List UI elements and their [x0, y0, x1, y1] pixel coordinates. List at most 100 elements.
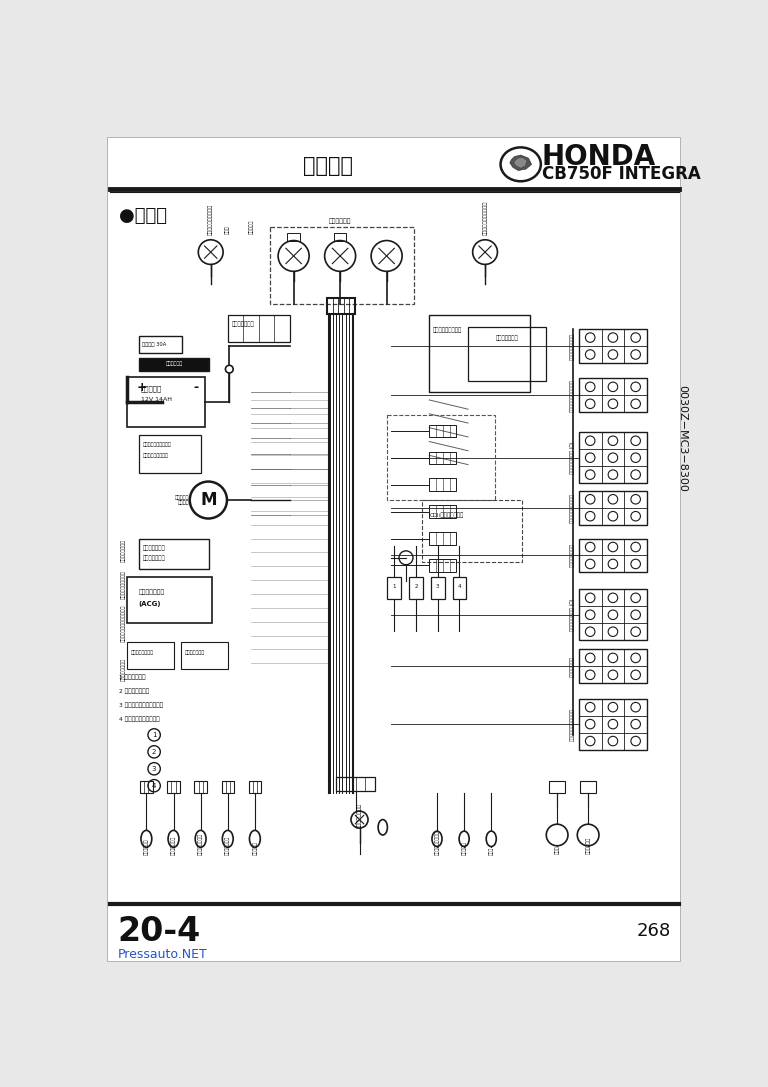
Text: 1: 1 — [152, 732, 157, 738]
Circle shape — [546, 824, 568, 846]
Text: 4: 4 — [458, 584, 462, 589]
Circle shape — [148, 779, 161, 791]
Text: +: + — [136, 380, 147, 393]
Text: ニュートラルスイッチ: ニュートラルスイッチ — [121, 571, 126, 599]
Text: ブレーキランプ: ブレーキランプ — [171, 836, 176, 855]
Circle shape — [148, 763, 161, 775]
Text: Pressauto.NET: Pressauto.NET — [118, 948, 207, 961]
Text: スターター
モーター: スターター モーター — [174, 495, 189, 505]
Bar — [422, 500, 522, 562]
Text: ヘッドライト: ヘッドライト — [329, 218, 352, 224]
Bar — [141, 782, 153, 794]
Bar — [429, 505, 456, 517]
Bar — [140, 538, 209, 570]
Circle shape — [578, 824, 599, 846]
Polygon shape — [510, 155, 531, 171]
Text: HONDA: HONDA — [541, 142, 656, 171]
Text: ヒューズ 30A: ヒューズ 30A — [143, 342, 167, 347]
Bar — [167, 782, 180, 794]
Circle shape — [226, 365, 233, 373]
Text: レギュレーター: レギュレーター — [143, 545, 165, 551]
Text: イグニッションスイッチ: イグニッションスイッチ — [570, 708, 575, 740]
Bar — [386, 415, 495, 500]
Text: フラッシャーリレー: フラッシャーリレー — [433, 328, 462, 334]
Bar — [429, 315, 530, 392]
Bar — [140, 435, 201, 473]
Text: ●配線図: ●配線図 — [119, 208, 167, 225]
Text: バッテリー: バッテリー — [141, 385, 162, 391]
Bar — [579, 538, 647, 573]
Bar — [429, 533, 456, 545]
Ellipse shape — [378, 820, 387, 835]
Text: 4 ミギウインカーランプ: 4 ミギウインカーランプ — [119, 716, 160, 722]
Bar — [270, 227, 414, 303]
Text: テールランプ: テールランプ — [144, 839, 149, 855]
Text: ヒダリウインカーランプ: ヒダリウインカーランプ — [482, 201, 488, 236]
Text: 2 ブレーキランプ: 2 ブレーキランプ — [119, 688, 149, 694]
Bar — [579, 649, 647, 684]
Ellipse shape — [486, 832, 496, 847]
Bar — [579, 699, 647, 750]
Text: オイルクーラー: オイルクーラー — [185, 650, 205, 655]
Bar — [431, 577, 445, 599]
Text: フロントウインカー: フロントウインカー — [435, 830, 439, 855]
Bar — [336, 777, 375, 791]
Bar — [579, 378, 647, 412]
Text: 3: 3 — [436, 584, 439, 589]
Text: 3 ヒダリウインカーランプ: 3 ヒダリウインカーランプ — [119, 702, 164, 708]
Text: タコメーター: タコメーター — [586, 837, 591, 853]
Text: ランプ: ランプ — [488, 847, 494, 855]
Text: 1 テールランプ: 1 テールランプ — [119, 674, 146, 680]
Ellipse shape — [195, 830, 206, 847]
Bar — [181, 642, 228, 670]
Bar — [334, 233, 346, 240]
Bar — [581, 782, 596, 794]
Bar — [429, 451, 456, 464]
Text: 2: 2 — [414, 584, 418, 589]
Ellipse shape — [168, 830, 179, 847]
Text: メインスイッチ: メインスイッチ — [570, 655, 575, 677]
Circle shape — [371, 240, 402, 272]
Circle shape — [472, 240, 498, 264]
Bar — [579, 433, 647, 483]
Bar — [579, 329, 647, 363]
Bar — [127, 642, 174, 670]
Text: M: M — [200, 491, 217, 509]
Text: 268: 268 — [637, 922, 671, 940]
Text: 12V 14AH: 12V 14AH — [141, 398, 172, 402]
Text: ポジション: ポジション — [249, 220, 253, 234]
Text: ミギウインカー: ミギウインカー — [225, 836, 230, 855]
Text: 0030Z−MC3−8300: 0030Z−MC3−8300 — [677, 385, 687, 492]
Bar — [221, 782, 234, 794]
Text: ピックアップコイル: ピックアップコイル — [143, 453, 168, 458]
Ellipse shape — [141, 830, 152, 847]
Bar — [140, 358, 209, 372]
Bar — [127, 577, 212, 623]
Bar — [287, 233, 300, 240]
Bar — [228, 315, 290, 342]
Text: パルスジェネレーター: パルスジェネレーター — [143, 442, 171, 447]
Text: オルタネーター: オルタネーター — [139, 589, 165, 596]
Ellipse shape — [459, 832, 469, 847]
Text: パッシングスイッチ: パッシングスイッチ — [570, 333, 575, 360]
Circle shape — [351, 811, 368, 828]
Bar — [387, 577, 402, 599]
Text: ハンドルスイッチ (左): ハンドルスイッチ (左) — [570, 599, 575, 630]
Text: 整備情報: 整備情報 — [303, 155, 353, 176]
Text: ヒダリウインカー: ヒダリウインカー — [198, 834, 203, 855]
Bar — [140, 336, 182, 353]
Polygon shape — [514, 158, 527, 168]
Text: レフトスイッチ: レフトスイッチ — [495, 336, 518, 341]
Bar — [579, 491, 647, 525]
Text: ターンシグナルスイッチ: ターンシグナルスイッチ — [570, 379, 575, 412]
Text: CDI/イグニッション: CDI/イグニッション — [429, 513, 464, 518]
Text: -: - — [193, 380, 198, 393]
Text: CB750F INTEGRA: CB750F INTEGRA — [541, 165, 700, 184]
Bar — [429, 560, 456, 572]
Text: スターターリレー: スターターリレー — [121, 538, 126, 562]
Text: クラッチスイッチ: クラッチスイッチ — [121, 658, 126, 680]
Ellipse shape — [250, 830, 260, 847]
Bar — [429, 478, 456, 491]
Text: ポジション: ポジション — [253, 841, 257, 855]
Text: ランプ: ランプ — [225, 225, 230, 234]
